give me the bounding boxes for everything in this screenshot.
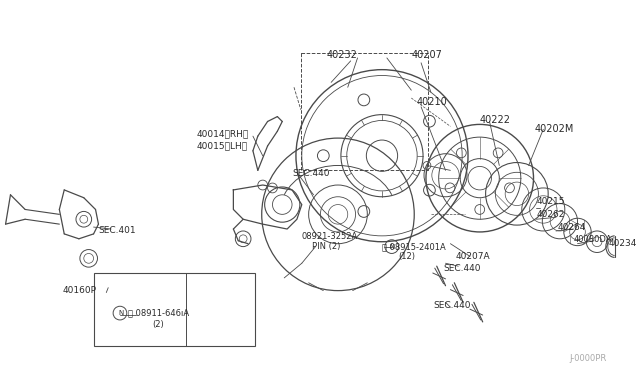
Text: 40215: 40215 (536, 197, 565, 206)
Text: 40207: 40207 (412, 50, 442, 60)
Text: SEC.440: SEC.440 (292, 169, 330, 178)
Text: 40014〈RH〉: 40014〈RH〉 (196, 130, 248, 139)
Text: 40262: 40262 (536, 210, 565, 219)
Text: Ⓝ 08911-646ıA: Ⓝ 08911-646ıA (128, 309, 189, 318)
Text: SEC.440: SEC.440 (434, 301, 471, 310)
Text: 40264: 40264 (558, 222, 586, 231)
Text: 40222: 40222 (480, 115, 511, 125)
Text: 40202M: 40202M (534, 124, 574, 134)
Text: 40210: 40210 (416, 97, 447, 107)
Text: 40080DA: 40080DA (573, 235, 612, 244)
Text: PIN (2): PIN (2) (312, 242, 340, 251)
Text: J-0000PR: J-0000PR (570, 353, 607, 363)
Text: 40015〈LH〉: 40015〈LH〉 (196, 141, 247, 150)
Text: (2): (2) (152, 320, 164, 329)
Text: 40234: 40234 (609, 239, 637, 248)
Text: N: N (118, 310, 124, 316)
Text: 08921-3252A: 08921-3252A (302, 232, 358, 241)
Text: 40232: 40232 (326, 50, 357, 60)
Text: SEC.401: SEC.401 (99, 227, 136, 235)
Text: 40207A: 40207A (455, 252, 490, 261)
Bar (301, 53, 428, 170)
Text: N: N (390, 244, 395, 250)
Bar (93, 273, 255, 346)
Text: Ⓝ 08915-2401A: Ⓝ 08915-2401A (382, 242, 445, 251)
Text: (12): (12) (399, 252, 415, 261)
Text: SEC.440: SEC.440 (444, 264, 481, 273)
Text: 40160P: 40160P (62, 286, 96, 295)
